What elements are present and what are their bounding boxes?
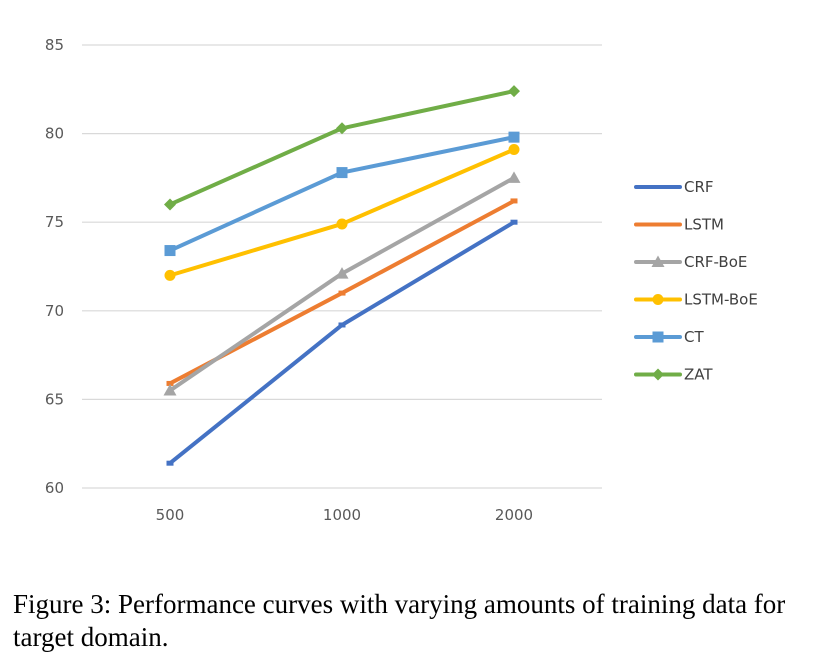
y-tick-label-60: 60: [45, 479, 64, 497]
legend-label-zat: ZAT: [684, 366, 713, 384]
y-axis-ticks: 60 65 70 75 80 85: [45, 36, 64, 497]
series-line-crf-boe: [168, 175, 516, 393]
data-point-ct-2000: [508, 131, 520, 143]
y-tick-label-65: 65: [45, 390, 64, 408]
legend-label-ct: CT: [684, 328, 704, 346]
data-point-lstm-boe-1000: [336, 218, 348, 230]
legend-marker-ct: [652, 331, 664, 343]
data-point-lstm-2000: [510, 198, 518, 204]
series-group: [163, 85, 521, 466]
data-point-crf-2000: [510, 219, 518, 225]
series-line-ct: [168, 135, 516, 253]
x-tick-label-2000: 2000: [495, 506, 533, 524]
figure-caption: Figure 3: Performance curves with varyin…: [13, 589, 786, 652]
data-point-lstm-boe-2000: [508, 144, 520, 156]
data-point-lstm-1000: [338, 290, 346, 296]
y-tick-label-70: 70: [45, 302, 64, 320]
legend-marker-zat: [652, 368, 664, 381]
x-axis-ticks: 500 1000 2000: [156, 506, 533, 524]
legend-marker-crf-boe: [651, 255, 665, 267]
x-tick-label-500: 500: [156, 506, 185, 524]
legend-label-crf-boe: CRF-BoE: [684, 253, 747, 271]
data-point-crf-1000: [338, 322, 346, 328]
line-chart: 60 65 70 75 80 85 500 1000 2000 CRF LSTM CRF-BoE L…: [45, 36, 758, 524]
data-point-ct-500: [164, 245, 176, 257]
data-point-zat-2000: [508, 85, 520, 98]
y-tick-label-80: 80: [45, 125, 64, 143]
data-point-lstm-500: [166, 380, 174, 386]
data-point-crf-boe-1000: [335, 267, 349, 279]
y-tick-label-85: 85: [45, 36, 64, 54]
data-point-crf-boe-2000: [507, 171, 521, 183]
data-point-lstm-boe-500: [164, 269, 176, 281]
legend-label-lstm-boe: LSTM-BoE: [684, 291, 758, 309]
legend: CRF LSTM CRF-BoE LSTM-BoE CT ZAT: [634, 178, 758, 384]
data-point-zat-1000: [336, 122, 348, 135]
legend-marker-lstm-boe: [652, 294, 664, 305]
data-point-ct-1000: [336, 167, 348, 179]
legend-label-lstm: LSTM: [684, 216, 724, 234]
data-point-crf-boe-500: [163, 384, 177, 396]
legend-label-crf: CRF: [684, 178, 714, 196]
y-tick-label-75: 75: [45, 213, 64, 231]
data-point-zat-500: [164, 198, 176, 211]
data-point-crf-500: [166, 460, 174, 466]
x-tick-label-1000: 1000: [323, 506, 361, 524]
gridlines: [82, 44, 602, 489]
